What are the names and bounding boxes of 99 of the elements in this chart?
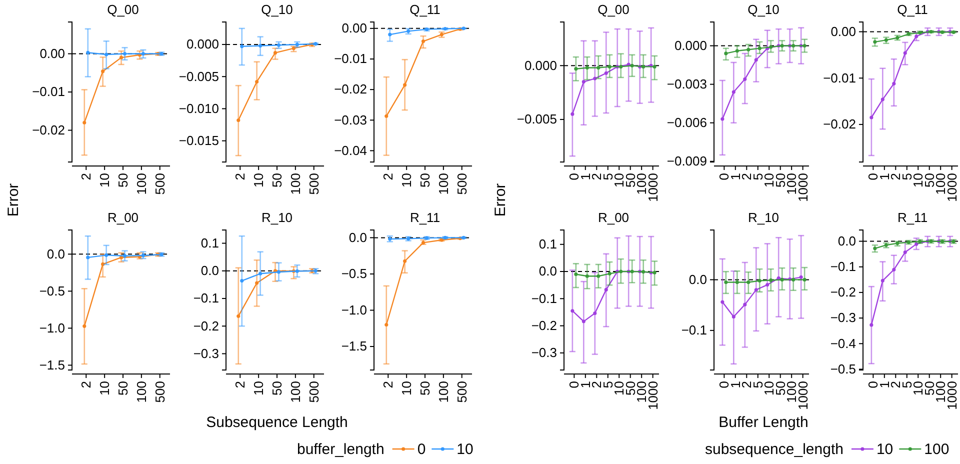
y-tick-label: 0.1 (538, 236, 557, 252)
chart-title: R_00 (598, 210, 630, 225)
y-tick-label: −0.006 (666, 114, 707, 130)
y-tick-label: 0.0 (348, 230, 367, 245)
y-tick-label: −0.01 (823, 70, 856, 86)
y-tick-label: −0.04 (334, 142, 367, 158)
y-tick-label: −0.01 (334, 51, 367, 66)
y-tick-label: −0.5 (39, 283, 65, 298)
x-tick-label: 100 (288, 173, 303, 195)
y-tick-label: 0.000 (186, 36, 219, 52)
y-tick-label: −0.010 (178, 100, 219, 116)
legend-label: 10 (456, 441, 474, 458)
y-tick-label: −0.1 (531, 290, 557, 306)
y-tick-label: −0.5 (830, 361, 856, 376)
y-tick-label: −0.1 (681, 322, 707, 338)
y-axis-title: Error (5, 183, 22, 217)
y-tick-label: 0.00 (830, 24, 856, 39)
y-tick-label: −0.005 (516, 112, 557, 127)
y-tick-label: −0.009 (666, 154, 707, 169)
chart-title: R_10 (748, 210, 780, 225)
x-tick-label: 2 (380, 381, 396, 388)
y-tick-label: −1.0 (39, 320, 65, 336)
legend-label: 10 (876, 441, 894, 458)
y-tick-label: 0.0 (200, 263, 219, 278)
y-tick-label: −0.3 (531, 345, 557, 360)
x-tick-label: 100 (134, 381, 149, 403)
x-tick-label: 100 (436, 381, 451, 403)
y-tick-label: −1.5 (39, 357, 65, 372)
x-axis-title: Buffer Length (718, 414, 808, 431)
y-tick-label: −0.01 (32, 84, 65, 100)
y-tick-label: −0.02 (334, 82, 367, 97)
x-axis-title: Subsequence Length (206, 414, 348, 431)
y-tick-label: −0.015 (178, 132, 219, 148)
x-tick-label: 10 (399, 381, 414, 396)
x-tick-label: 500 (454, 381, 470, 403)
y-tick-label: −0.2 (193, 318, 219, 334)
x-tick-label: 10 (97, 173, 112, 188)
y-tick-label: 0.00 (342, 20, 367, 36)
chart-title: Q_00 (107, 2, 139, 17)
y-tick-label: −0.02 (823, 116, 856, 132)
x-tick-label: 50 (116, 173, 131, 188)
x-tick-label: 10 (251, 173, 266, 188)
x-tick-label: 50 (116, 381, 131, 396)
y-tick-label: −0.3 (830, 310, 856, 326)
y-tick-label: −0.5 (341, 266, 367, 282)
chart-title: Q_10 (261, 2, 293, 17)
chart-title: R_11 (897, 210, 928, 225)
y-tick-label: 0.1 (200, 235, 219, 250)
x-tick-label: 500 (306, 173, 322, 195)
y-tick-label: −0.005 (178, 68, 219, 84)
x-tick-label: 100 (436, 173, 451, 195)
x-tick-label: 2 (232, 381, 248, 388)
x-tick-label: 500 (306, 381, 322, 403)
y-tick-label: −1.5 (341, 338, 367, 354)
x-tick-label: 2 (232, 173, 248, 180)
legend-title: buffer_length (297, 441, 384, 458)
x-tick-label: 500 (152, 381, 168, 403)
y-tick-label: 0.0 (46, 246, 65, 262)
x-tick-label: 10 (399, 173, 414, 188)
y-tick-label: 0.0 (538, 264, 557, 279)
y-tick-label: −0.4 (830, 336, 856, 351)
y-tick-label: −0.02 (32, 122, 65, 138)
x-tick-label: 100 (134, 173, 149, 195)
x-tick-label: 50 (418, 381, 433, 396)
chart-title: R_10 (261, 210, 293, 225)
chart-title: Q_10 (748, 2, 780, 17)
x-tick-label: 50 (270, 173, 285, 188)
y-tick-label: −0.2 (830, 284, 856, 300)
legend-label: 100 (924, 441, 950, 458)
y-tick-label: −0.003 (666, 76, 707, 92)
chart-title: Q_00 (598, 2, 630, 17)
y-tick-label: −0.1 (830, 259, 856, 274)
chart-title: Q_11 (410, 2, 440, 17)
x-tick-label: 500 (454, 173, 470, 195)
chart-title: Q_11 (897, 2, 928, 17)
y-tick-label: −0.03 (334, 112, 367, 128)
y-tick-label: 0.0 (688, 272, 707, 287)
legend-title: subsequence_length (705, 441, 844, 458)
x-tick-label: 100 (288, 381, 303, 403)
y-tick-label: 0.00 (40, 46, 65, 61)
legend-label: 0 (417, 441, 426, 458)
y-tick-label: −0.3 (193, 346, 219, 361)
x-tick-label: 2 (78, 173, 94, 180)
x-tick-label: 50 (418, 173, 433, 188)
x-tick-label: 500 (152, 173, 168, 195)
y-tick-label: 0.000 (524, 58, 557, 73)
y-axis-title: Error (492, 183, 509, 217)
x-tick-label: 10 (251, 381, 266, 396)
x-tick-label: 2 (78, 381, 94, 388)
x-tick-label: 10 (97, 381, 112, 396)
y-tick-label: −0.1 (193, 290, 219, 306)
chart-title: R_11 (410, 210, 440, 225)
y-tick-label: −0.2 (531, 318, 557, 333)
x-tick-label: 50 (270, 381, 285, 396)
chart-title: R_00 (107, 210, 139, 225)
x-tick-label: 2 (380, 173, 396, 180)
y-tick-label: 0.0 (838, 233, 856, 248)
y-tick-label: −1.0 (341, 302, 367, 318)
y-tick-label: 0.000 (674, 38, 707, 53)
